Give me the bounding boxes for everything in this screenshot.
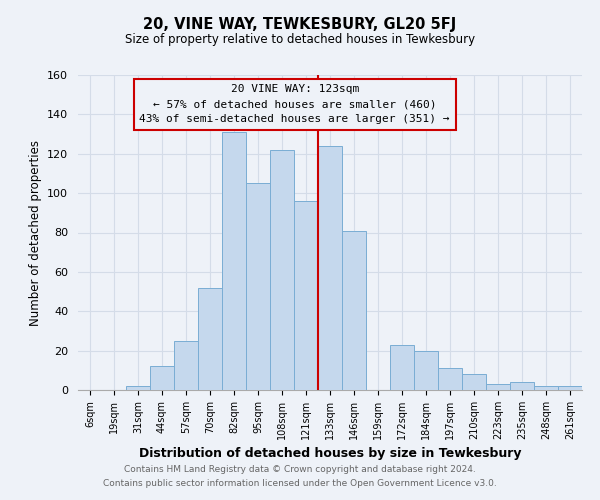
Bar [414, 350, 438, 390]
Bar [126, 386, 150, 390]
X-axis label: Distribution of detached houses by size in Tewkesbury: Distribution of detached houses by size … [139, 448, 521, 460]
Y-axis label: Number of detached properties: Number of detached properties [29, 140, 41, 326]
Bar [342, 230, 366, 390]
Bar [270, 150, 294, 390]
Bar [390, 344, 414, 390]
Bar [150, 366, 174, 390]
Bar [222, 132, 246, 390]
Bar [438, 368, 462, 390]
Text: Size of property relative to detached houses in Tewkesbury: Size of property relative to detached ho… [125, 32, 475, 46]
Bar [534, 386, 558, 390]
Bar [462, 374, 486, 390]
Bar [294, 201, 318, 390]
Text: 20, VINE WAY, TEWKESBURY, GL20 5FJ: 20, VINE WAY, TEWKESBURY, GL20 5FJ [143, 18, 457, 32]
Bar [198, 288, 222, 390]
Bar [246, 184, 270, 390]
Text: 20 VINE WAY: 123sqm
← 57% of detached houses are smaller (460)
43% of semi-detac: 20 VINE WAY: 123sqm ← 57% of detached ho… [139, 84, 450, 124]
Bar [174, 341, 198, 390]
Bar [558, 386, 582, 390]
Text: Contains HM Land Registry data © Crown copyright and database right 2024.
Contai: Contains HM Land Registry data © Crown c… [103, 466, 497, 487]
Bar [486, 384, 510, 390]
Bar [510, 382, 534, 390]
Bar [318, 146, 342, 390]
